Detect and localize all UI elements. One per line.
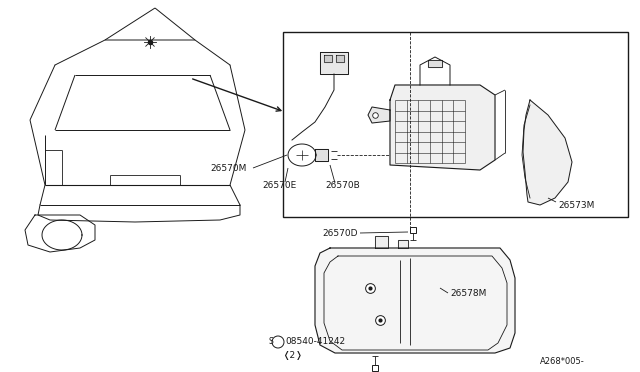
Polygon shape [336,55,344,62]
Polygon shape [428,60,442,67]
Text: 26570M: 26570M [210,164,246,173]
Polygon shape [315,248,515,353]
Text: 26570B: 26570B [325,180,360,189]
Bar [283,32,628,217]
Text: S: S [269,337,273,346]
Text: 26570E: 26570E [262,180,296,189]
Polygon shape [375,236,388,248]
Polygon shape [324,55,332,62]
Polygon shape [320,52,348,74]
Polygon shape [523,100,572,205]
Text: 08540-41242: 08540-41242 [285,337,345,346]
Polygon shape [390,85,495,170]
Text: A268*005-: A268*005- [540,357,585,366]
Text: 26570D: 26570D [322,228,358,237]
Polygon shape [315,149,328,161]
Text: ❬2❭: ❬2❭ [282,350,303,359]
Text: 26573M: 26573M [558,201,595,209]
Polygon shape [25,215,95,252]
Text: 26578M: 26578M [450,289,486,298]
Polygon shape [368,107,390,123]
Polygon shape [398,240,408,248]
